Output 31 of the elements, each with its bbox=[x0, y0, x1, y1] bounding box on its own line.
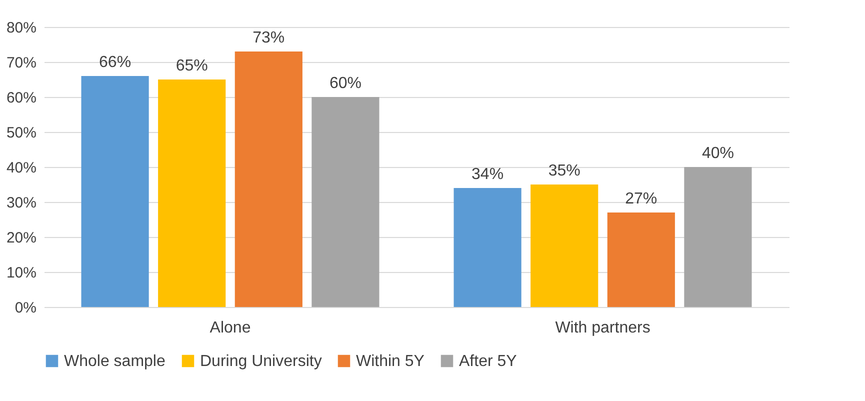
data-label: 73% bbox=[252, 30, 285, 46]
y-tick-label: 50% bbox=[6, 124, 36, 142]
data-label: 60% bbox=[329, 75, 362, 92]
legend-label: After 5Y bbox=[459, 353, 518, 370]
bar bbox=[234, 52, 302, 307]
data-label: 27% bbox=[625, 190, 658, 208]
x-tick-label: With partners bbox=[555, 320, 650, 336]
y-tick-label: 60% bbox=[6, 90, 36, 106]
y-tick-label: 20% bbox=[6, 230, 36, 246]
bar bbox=[158, 80, 226, 307]
legend-label: Whole sample bbox=[64, 353, 166, 370]
data-label: 40% bbox=[702, 145, 734, 162]
y-tick-label: 0% bbox=[14, 300, 36, 316]
legend-label: During University bbox=[200, 353, 322, 370]
y-tick-label: 40% bbox=[6, 160, 36, 176]
bar bbox=[81, 76, 149, 307]
data-label: 65% bbox=[176, 58, 208, 74]
bar bbox=[312, 97, 380, 307]
legend-label: Within 5Y bbox=[356, 353, 425, 370]
bar bbox=[454, 188, 522, 307]
data-label: 35% bbox=[548, 162, 580, 180]
bar bbox=[607, 212, 675, 307]
data-label: 66% bbox=[99, 54, 132, 71]
y-tick-label: 70% bbox=[6, 54, 36, 72]
data-label: 34% bbox=[472, 166, 504, 183]
y-tick-label: 80% bbox=[6, 20, 36, 36]
bar bbox=[530, 184, 598, 307]
y-tick-label: 30% bbox=[6, 194, 36, 212]
bar bbox=[684, 167, 752, 307]
y-tick-label: 10% bbox=[6, 264, 36, 282]
x-tick-label: Alone bbox=[210, 320, 251, 336]
